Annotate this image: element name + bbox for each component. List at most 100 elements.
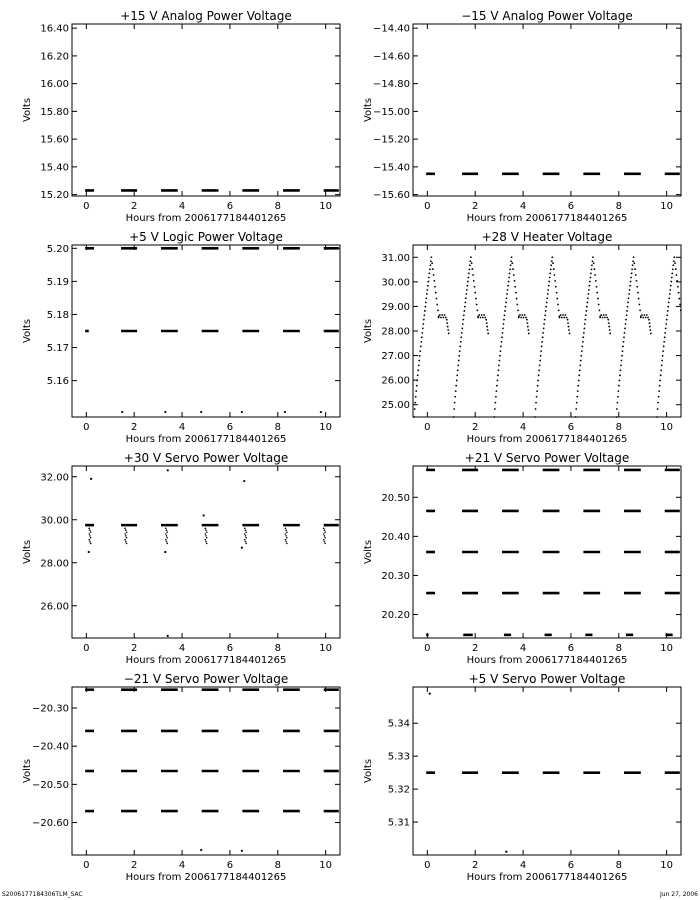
- data-point: [464, 301, 467, 304]
- data-point: [460, 336, 463, 339]
- data-point: [286, 536, 288, 539]
- data-point: [432, 274, 435, 276]
- data-point: [505, 850, 508, 853]
- data-point: [245, 531, 247, 533]
- x-tick-label: 8: [616, 422, 622, 433]
- data-point: [438, 314, 441, 316]
- x-axis-label: Hours from 2006177184401265: [126, 655, 287, 666]
- chart-title: +21 V Servo Power Voltage: [465, 451, 629, 465]
- x-tick-label: 2: [131, 201, 137, 212]
- data-point: [586, 297, 589, 300]
- data-point: [499, 354, 501, 357]
- data-point: [500, 340, 503, 343]
- data-point: [507, 284, 509, 287]
- data-point: [659, 379, 662, 382]
- data-point: [509, 264, 512, 267]
- data-point: [592, 262, 595, 265]
- data-point: [500, 345, 502, 348]
- x-tick-label: 8: [275, 201, 281, 212]
- data-point: [414, 401, 417, 404]
- data-point: [602, 314, 605, 316]
- data-point: [521, 314, 524, 316]
- data-point: [454, 395, 457, 398]
- y-tick-label: −20.50: [32, 780, 69, 791]
- chart-5: +30 V Servo Power Voltage 0 2 4 6 8 10 Hours fr…: [22, 451, 341, 666]
- data-point: [663, 340, 666, 343]
- data-point: [637, 297, 640, 300]
- data-point: [608, 325, 611, 328]
- y-tick-label: 29.00: [381, 302, 410, 313]
- data-point: [621, 354, 623, 357]
- data-point: [475, 303, 478, 306]
- data-point: [502, 323, 505, 325]
- data-point: [607, 318, 610, 321]
- data-point: [568, 329, 570, 331]
- data-point: [468, 264, 471, 267]
- x-tick-label: 0: [424, 643, 430, 654]
- data-point: [669, 284, 672, 287]
- y-axis-label: Volts: [363, 540, 374, 564]
- data-point: [616, 401, 619, 404]
- x-tick-label: 0: [83, 201, 89, 212]
- data-point: [568, 332, 571, 335]
- data-point: [596, 291, 599, 294]
- data-point: [440, 316, 442, 319]
- y-tick-label: 15.80: [40, 107, 69, 118]
- data-point: [584, 314, 587, 317]
- data-point: [472, 279, 475, 282]
- data-point: [164, 550, 167, 554]
- data-point: [495, 390, 498, 392]
- y-axis-label: Volts: [363, 319, 374, 343]
- data-point: [576, 390, 579, 392]
- data-point: [324, 531, 326, 533]
- data-point: [502, 327, 504, 330]
- y-tick-label: 20.30: [381, 571, 410, 582]
- footer-file-id: S2006177184306TLM_SAC: [2, 891, 83, 898]
- data-point: [205, 531, 208, 533]
- data-point: [414, 395, 417, 398]
- data-point: [463, 305, 466, 308]
- data-point: [437, 316, 440, 319]
- data-point: [475, 297, 477, 300]
- data-point: [505, 301, 507, 304]
- data-point: [607, 322, 610, 325]
- data-point: [468, 268, 471, 271]
- data-point: [200, 410, 203, 414]
- data-point: [486, 325, 489, 328]
- x-tick-label: 4: [520, 422, 526, 433]
- data-point: [165, 529, 168, 532]
- x-tick-label: 10: [319, 201, 332, 212]
- data-point: [484, 316, 487, 319]
- data-point: [666, 314, 669, 317]
- data-point: [505, 297, 508, 300]
- data-point: [558, 316, 561, 319]
- data-point: [443, 314, 446, 316]
- data-point: [609, 332, 612, 335]
- data-point: [669, 288, 672, 291]
- data-point: [447, 332, 450, 335]
- data-point: [546, 297, 549, 300]
- data-point: [600, 314, 603, 316]
- y-tick-label: 15.20: [40, 190, 69, 201]
- data-point: [323, 535, 326, 537]
- data-point: [519, 314, 521, 316]
- data-point: [205, 536, 208, 539]
- data-point: [125, 540, 127, 543]
- data-point: [164, 410, 167, 414]
- x-tick-label: 10: [319, 643, 332, 654]
- data-point: [517, 316, 520, 319]
- data-point: [165, 535, 168, 537]
- x-axis-label: Hours from 2006177184401265: [467, 434, 628, 445]
- data-point: [166, 469, 169, 472]
- data-point: [535, 395, 538, 398]
- data-point: [465, 288, 468, 291]
- x-tick-label: 10: [660, 643, 673, 654]
- y-tick-label: −15.20: [373, 135, 410, 146]
- data-point: [663, 336, 666, 339]
- data-point: [587, 293, 590, 295]
- data-point: [205, 529, 207, 532]
- y-tick-label: −20.30: [32, 704, 69, 715]
- x-tick-label: 0: [424, 860, 430, 871]
- data-point: [536, 384, 539, 387]
- data-point: [544, 310, 547, 312]
